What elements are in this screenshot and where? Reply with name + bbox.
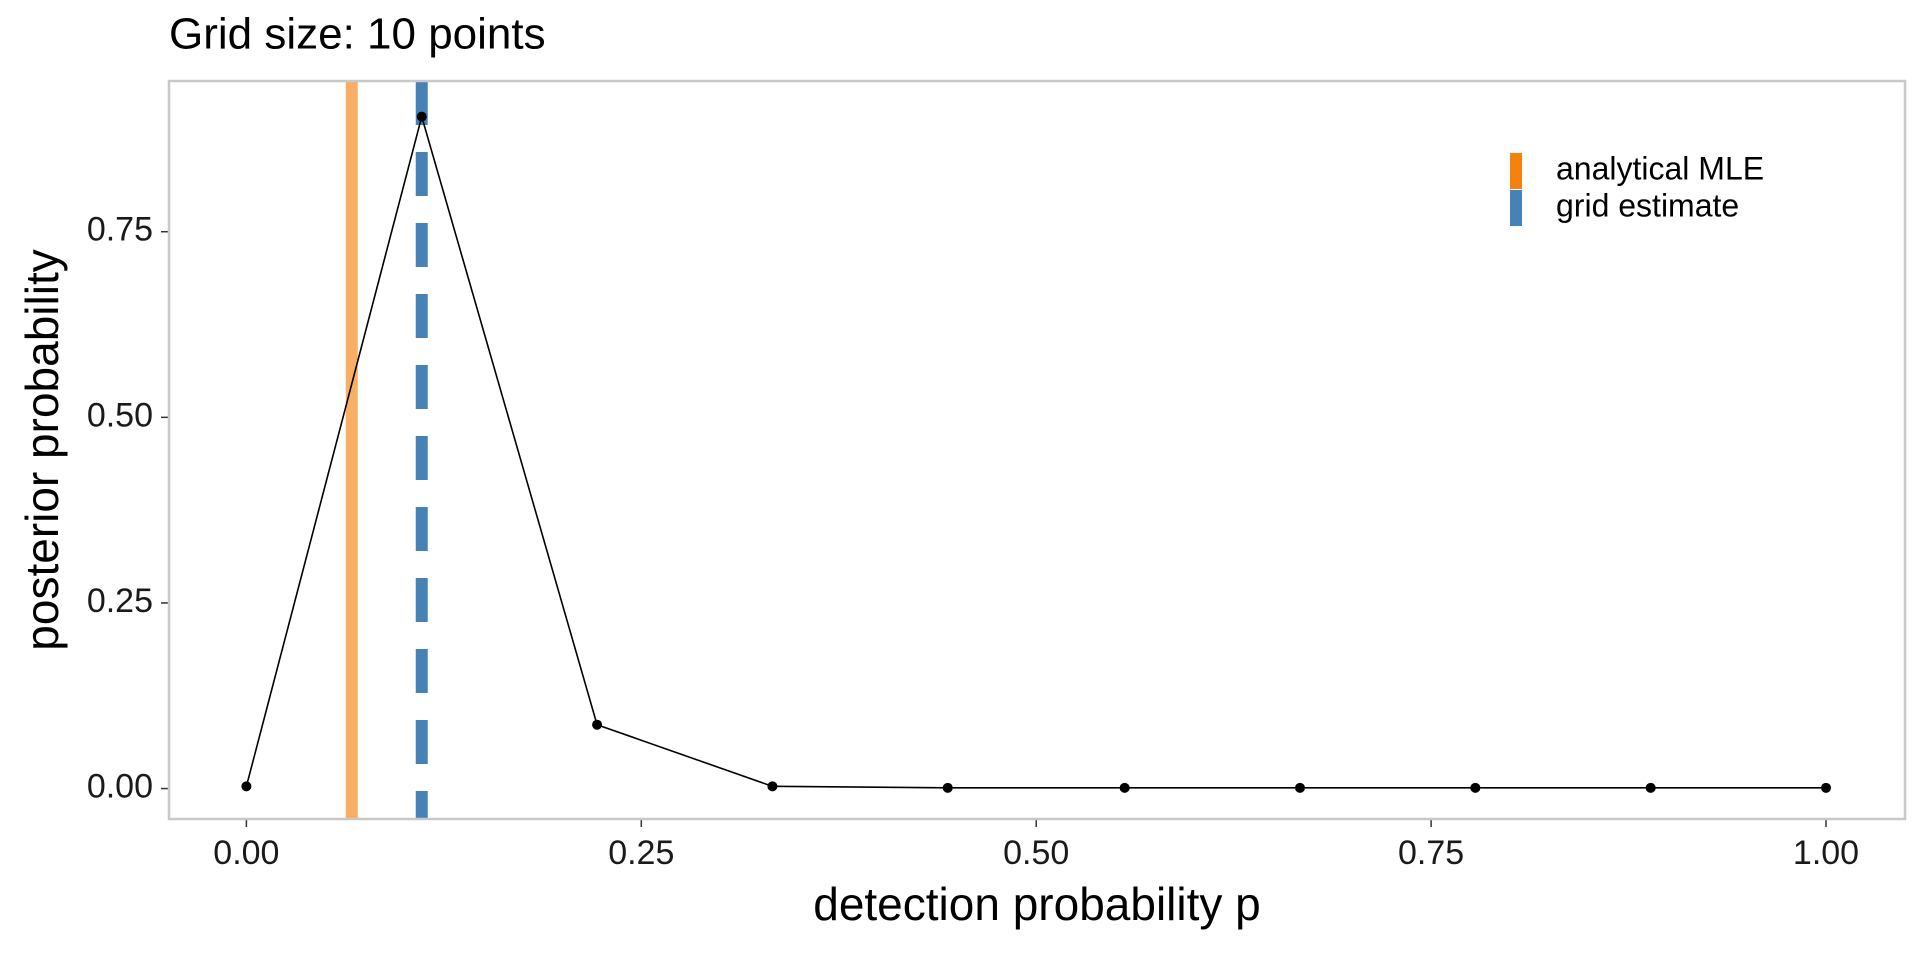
y-axis-title: posterior probability xyxy=(16,249,68,650)
y-tick-label: 0.75 xyxy=(87,211,153,249)
x-tick-label: 0.75 xyxy=(1398,834,1464,872)
x-tick-label: 1.00 xyxy=(1793,834,1859,872)
point xyxy=(1645,782,1656,793)
point xyxy=(592,719,603,730)
x-tick-label: 0.25 xyxy=(608,834,674,872)
legend-key xyxy=(1510,153,1522,189)
chart-title: Grid size: 10 points xyxy=(169,10,546,59)
point xyxy=(1470,782,1481,793)
point xyxy=(942,782,953,793)
x-axis-title: detection probability p xyxy=(813,878,1261,930)
y-tick-label: 0.00 xyxy=(87,768,153,806)
plot-border xyxy=(167,79,1907,821)
y-tick-label: 0.25 xyxy=(87,582,153,620)
legend-label: analytical MLE xyxy=(1556,150,1764,186)
point xyxy=(1295,782,1306,793)
point xyxy=(416,111,427,122)
y-tick-label: 0.50 xyxy=(87,396,153,434)
legend-label: grid estimate xyxy=(1556,187,1739,223)
line xyxy=(245,113,1827,789)
point xyxy=(1119,782,1130,793)
point xyxy=(1821,782,1832,793)
point xyxy=(767,781,778,792)
point xyxy=(241,781,252,792)
legend-key xyxy=(1510,190,1522,226)
x-tick-label: 0.00 xyxy=(213,834,279,872)
x-tick-label: 0.50 xyxy=(1003,834,1069,872)
